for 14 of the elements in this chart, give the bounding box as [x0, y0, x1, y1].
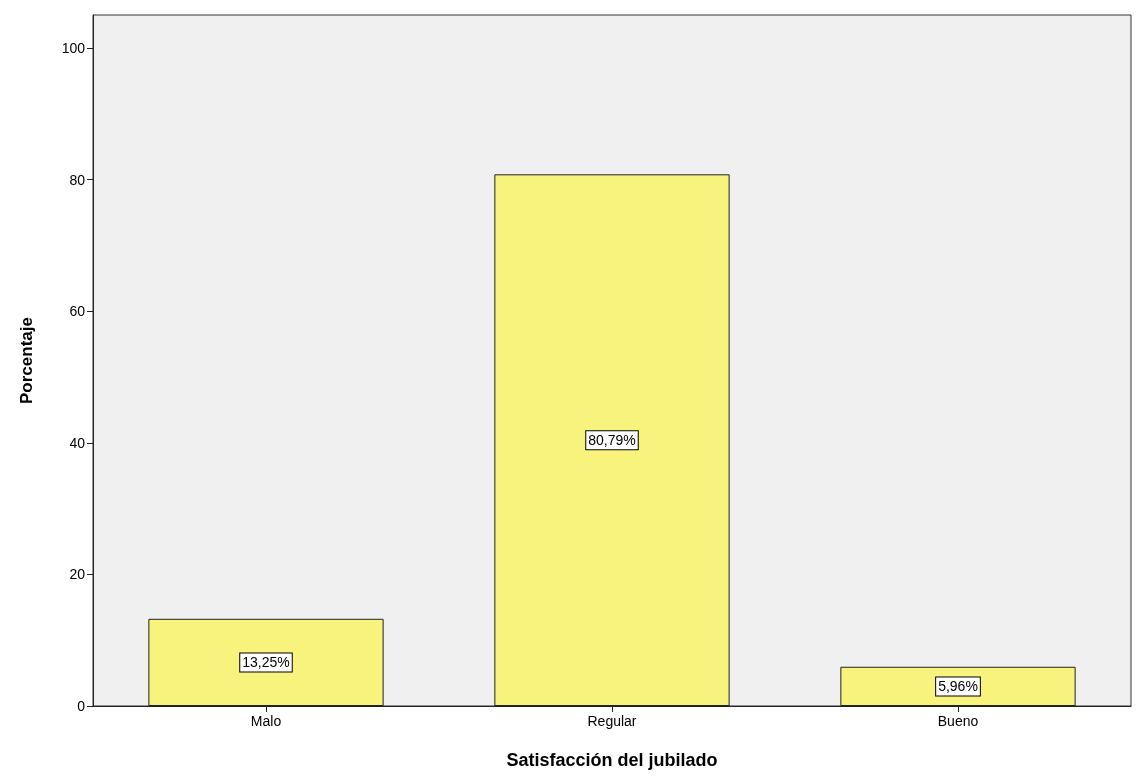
- x-tick-label: Bueno: [937, 713, 979, 729]
- y-axis-title: Porcentaje: [17, 317, 36, 404]
- y-tick-label: 60: [69, 303, 86, 320]
- y-tick-label: 80: [69, 171, 86, 188]
- data-label: 5,96%: [938, 678, 978, 695]
- y-tick-label: 20: [69, 566, 86, 583]
- y-tick-label: 0: [77, 698, 86, 714]
- x-axis-title: Satisfacción del jubilado: [506, 750, 718, 770]
- x-tick-label: Regular: [587, 713, 637, 729]
- data-label: 80,79%: [588, 432, 636, 449]
- data-label: 13,25%: [242, 654, 290, 671]
- y-tick-label: 100: [61, 39, 86, 56]
- x-tick-label: Malo: [250, 713, 282, 729]
- y-tick-label: 40: [69, 434, 86, 451]
